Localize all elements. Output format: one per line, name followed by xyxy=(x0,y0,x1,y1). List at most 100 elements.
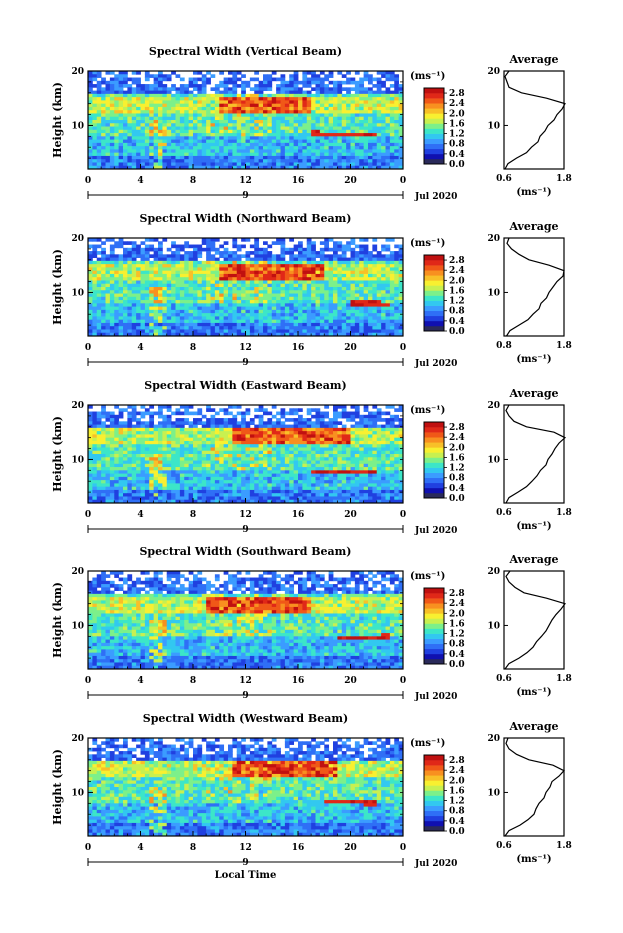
heatmap-cell xyxy=(241,110,246,114)
heatmap-cell xyxy=(219,284,224,288)
heatmap-cell xyxy=(381,146,386,150)
heatmap-cell xyxy=(197,329,202,333)
heatmap-cell xyxy=(394,100,399,104)
heatmap-cell xyxy=(241,441,246,445)
heatmap-cell xyxy=(289,97,294,101)
heatmap-cell xyxy=(263,123,268,127)
heatmap-cell xyxy=(211,136,216,140)
heatmap-cell xyxy=(368,162,373,166)
heatmap-cell xyxy=(254,117,259,121)
heatmap-cell xyxy=(386,97,391,101)
heatmap-cell xyxy=(145,84,150,88)
heatmap-cell xyxy=(114,159,119,163)
heatmap-cell xyxy=(224,123,229,127)
heatmap-cell xyxy=(97,149,102,153)
heatmap-cell xyxy=(237,94,242,98)
heatmap-cell xyxy=(346,277,351,281)
heatmap-cell xyxy=(92,329,97,333)
heatmap-cell xyxy=(202,280,207,284)
heatmap-cell xyxy=(302,159,307,163)
heatmap-cell xyxy=(136,277,141,281)
heatmap-cell xyxy=(351,307,356,311)
heatmap-cell xyxy=(394,136,399,140)
heatmap-cell xyxy=(294,412,299,416)
heatmap-cell xyxy=(333,264,338,268)
heatmap-cell xyxy=(149,438,154,442)
heatmap-cell xyxy=(219,428,224,432)
heatmap-cell xyxy=(97,280,102,284)
heatmap-cell xyxy=(272,261,277,265)
heatmap-cell xyxy=(237,258,242,262)
heatmap-cell xyxy=(368,120,373,124)
heatmap-cell xyxy=(97,117,102,121)
heatmap-cell xyxy=(127,104,132,108)
heatmap-cell xyxy=(206,280,211,284)
heatmap-cell xyxy=(390,274,395,278)
heatmap-cell xyxy=(176,248,181,252)
heatmap-cell xyxy=(329,248,334,252)
heatmap-cell xyxy=(298,294,303,298)
heatmap-cell xyxy=(193,162,198,166)
heatmap-cell xyxy=(92,153,97,157)
heatmap-cell xyxy=(246,133,251,137)
heatmap-cell xyxy=(202,329,207,333)
heatmap-cell xyxy=(307,245,312,249)
heatmap-cell xyxy=(97,434,102,438)
heatmap-cell xyxy=(364,313,369,317)
heatmap-cell xyxy=(167,326,172,330)
heatmap-cell xyxy=(202,78,207,82)
heatmap-cell xyxy=(342,136,347,140)
heatmap-cell xyxy=(162,280,167,284)
heatmap-cell xyxy=(377,107,382,111)
heatmap-cell xyxy=(224,274,229,278)
heatmap-cell xyxy=(97,127,102,131)
heatmap-cell xyxy=(372,264,377,268)
heatmap-cell xyxy=(92,421,97,425)
heatmap-cell xyxy=(206,107,211,111)
heatmap-cell xyxy=(119,113,124,117)
heatmap-cell xyxy=(359,320,364,324)
heatmap-cell xyxy=(394,307,399,311)
heatmap-cell xyxy=(114,78,119,82)
heatmap-cell xyxy=(289,74,294,78)
heatmap-cell xyxy=(167,159,172,163)
heatmap-cell xyxy=(180,254,185,258)
heatmap-cell xyxy=(311,110,316,114)
heatmap-cell xyxy=(127,84,132,88)
heatmap-cell xyxy=(307,159,312,163)
heatmap-cell xyxy=(333,434,338,438)
heatmap-cell xyxy=(162,294,167,298)
heatmap-cell xyxy=(171,274,176,278)
heatmap-cell xyxy=(114,127,119,131)
heatmap-cell xyxy=(176,146,181,150)
heatmap-cell xyxy=(162,303,167,307)
heatmap-cell xyxy=(101,307,106,311)
heatmap-cell xyxy=(114,140,119,144)
heatmap-cell xyxy=(101,271,106,275)
heatmap-cell xyxy=(171,326,176,330)
heatmap-cell xyxy=(394,130,399,134)
heatmap-cell xyxy=(267,274,272,278)
heatmap-cell xyxy=(246,123,251,127)
heatmap-cell xyxy=(149,91,154,95)
heatmap-cell xyxy=(289,271,294,275)
heatmap-cell xyxy=(101,310,106,314)
heatmap-cell xyxy=(110,267,115,271)
heatmap-cell xyxy=(219,251,224,255)
heatmap-cell xyxy=(259,130,264,134)
heatmap-cell xyxy=(302,418,307,422)
heatmap-cell xyxy=(92,271,97,275)
heatmap-cell xyxy=(267,412,272,416)
heatmap-cell xyxy=(298,162,303,166)
heatmap-cell xyxy=(351,258,356,262)
heatmap-cell xyxy=(114,326,119,330)
heatmap-cell xyxy=(285,153,290,157)
heatmap-cell xyxy=(162,120,167,124)
heatmap-cell xyxy=(263,78,268,82)
heatmap-cell xyxy=(377,113,382,117)
heatmap-cell xyxy=(263,120,268,124)
heatmap-cell xyxy=(97,447,102,451)
heatmap-cell xyxy=(307,421,312,425)
heatmap-cell xyxy=(114,245,119,249)
heatmap-cell xyxy=(276,143,281,147)
